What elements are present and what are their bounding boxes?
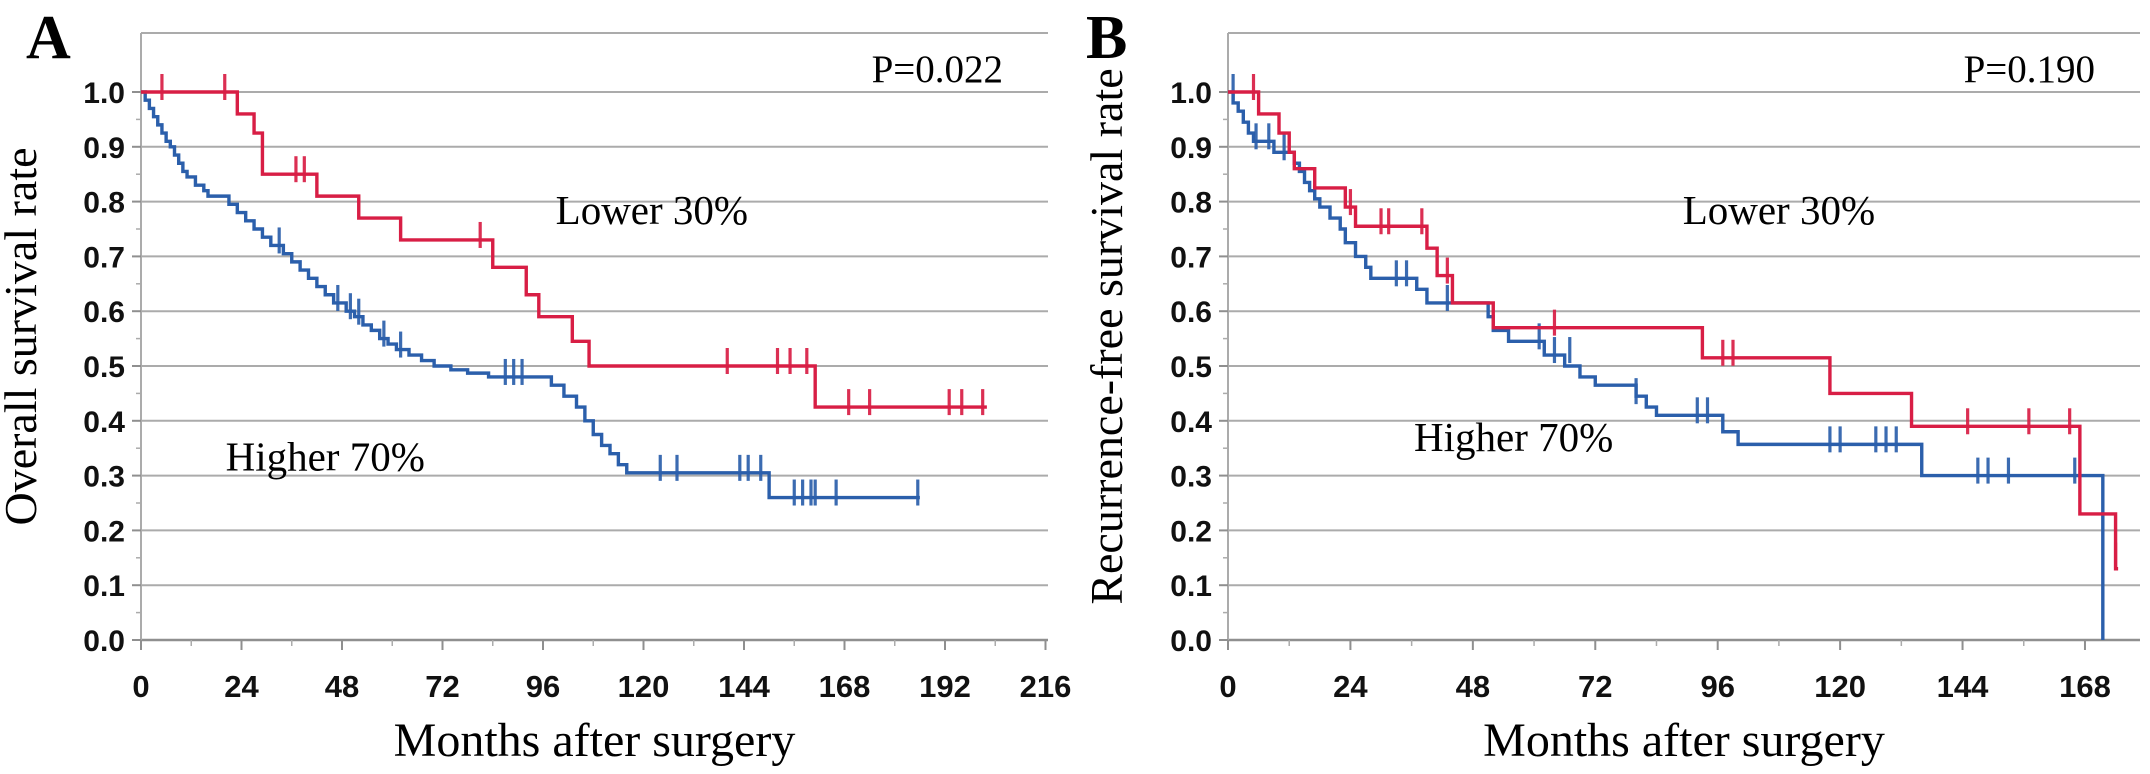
km-curve-lower-30- xyxy=(141,90,987,409)
y-tick-label: 0.6 xyxy=(1170,296,1212,329)
y-tick-label: 0.2 xyxy=(1170,515,1212,548)
y-tick-label: 0.4 xyxy=(83,406,125,439)
x-tick-label: 0 xyxy=(1219,669,1236,704)
x-tick-label: 144 xyxy=(1937,669,1989,704)
y-tick-label: 0.4 xyxy=(1170,406,1212,439)
x-axis-title: Months after surgery xyxy=(1483,714,1885,767)
x-tick-label: 168 xyxy=(2059,669,2111,704)
km-curve-lower-30- xyxy=(1228,90,2119,571)
panel-b: 0.0 0.1 0.2 0.3 0.4 0.5 0.6 0.7 0.8 0.9 1.0 0 24 48 72… xyxy=(1081,4,2140,767)
x-tick-label: 72 xyxy=(425,669,459,704)
series-label: Lower 30% xyxy=(1683,187,1875,233)
x-tick-label: 168 xyxy=(819,669,871,704)
y-tick-label: 0.5 xyxy=(83,351,125,384)
x-tick-label: 96 xyxy=(526,669,560,704)
x-tick-label: 216 xyxy=(1020,669,1072,704)
y-tick-label: 0.8 xyxy=(83,187,125,220)
y-tick-label: 0.1 xyxy=(83,570,125,603)
km-curve-higher-70- xyxy=(1228,90,2105,640)
x-tick-label: 120 xyxy=(618,669,670,704)
x-axis-title: Months after surgery xyxy=(394,714,796,767)
y-axis-title: Recurrence-free survival rate xyxy=(1081,68,1132,604)
x-tick-label: 120 xyxy=(1814,669,1866,704)
y-tick-label: 0.8 xyxy=(1170,187,1212,220)
y-tick-label: 0.5 xyxy=(1170,351,1212,384)
y-tick-label: 0.7 xyxy=(83,241,125,274)
x-tick-label: 72 xyxy=(1578,669,1612,704)
y-tick-label: 1.0 xyxy=(1170,77,1212,110)
y-axis-title: Overall survival rate xyxy=(0,147,46,525)
y-tick-label: 1.0 xyxy=(83,77,125,110)
y-tick-label: 0.9 xyxy=(1170,132,1212,165)
y-tick-label: 0.6 xyxy=(83,296,125,329)
series-label: Higher 70% xyxy=(226,433,425,479)
p-value-label: P=0.190 xyxy=(1964,48,2095,91)
x-tick-label: 144 xyxy=(718,669,770,704)
panel-letter: B xyxy=(1086,4,1127,72)
panel-letter: A xyxy=(26,4,71,72)
series-label: Lower 30% xyxy=(556,187,748,233)
x-tick-label: 192 xyxy=(919,669,971,704)
x-tick-label: 96 xyxy=(1700,669,1734,704)
y-tick-label: 0.7 xyxy=(1170,241,1212,274)
y-tick-label: 0.1 xyxy=(1170,570,1212,603)
series-label: Higher 70% xyxy=(1414,414,1613,460)
y-tick-label: 0.0 xyxy=(83,625,125,658)
y-tick-label: 0.2 xyxy=(83,515,125,548)
x-tick-label: 24 xyxy=(1333,669,1368,704)
panel-a: 0.0 0.1 0.2 0.3 0.4 0.5 0.6 0.7 0.8 0.9 1.0 0 24 48 72… xyxy=(0,4,1071,767)
x-tick-label: 24 xyxy=(224,669,259,704)
y-tick-label: 0.3 xyxy=(83,461,125,494)
y-tick-label: 0.0 xyxy=(1170,625,1212,658)
x-tick-label: 48 xyxy=(1456,669,1490,704)
y-tick-label: 0.3 xyxy=(1170,461,1212,494)
km-curve-higher-70- xyxy=(141,90,920,500)
p-value-label: P=0.022 xyxy=(872,48,1003,91)
x-tick-label: 48 xyxy=(325,669,359,704)
y-tick-label: 0.9 xyxy=(83,132,125,165)
x-tick-label: 0 xyxy=(132,669,149,704)
